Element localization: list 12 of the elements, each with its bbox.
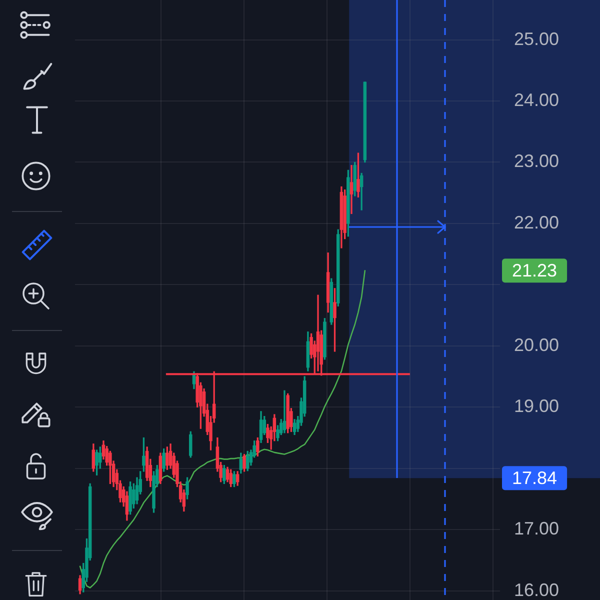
- y-tick-label: 24.00: [514, 90, 560, 110]
- y-tick-label: 23.00: [514, 151, 560, 172]
- y-tick-label: 16.00: [514, 580, 560, 600]
- candlestick: [350, 164, 354, 214]
- candlestick: [282, 390, 286, 434]
- text: 21.23: [512, 260, 558, 281]
- band-label: 17.84: [512, 468, 558, 488]
- y-tick-label: 25.00: [514, 28, 560, 49]
- y-tick-label: 22.00: [514, 212, 560, 232]
- y-tick-label: 17.00: [514, 518, 560, 539]
- y-tick-label: 19.00: [514, 396, 560, 416]
- y-tick-label: 20.00: [514, 334, 560, 355]
